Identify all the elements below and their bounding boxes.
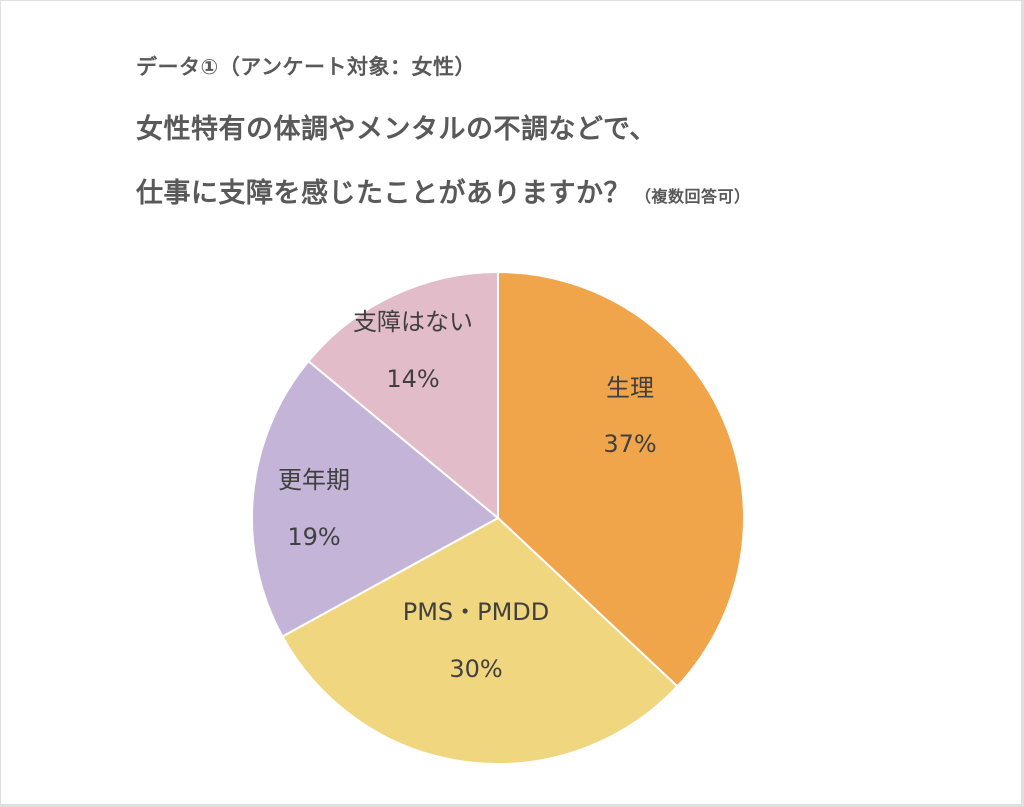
pie-slice-2 bbox=[251, 359, 500, 638]
chart-title-text: 仕事に支障を感じたことがありますか？ bbox=[136, 178, 631, 209]
slice-label-group-3: 支障はない 14% bbox=[353, 308, 473, 393]
slice-label-pct: 19% bbox=[287, 523, 340, 551]
chart-title-line-2: 仕事に支障を感じたことがありますか？ （複数回答可） bbox=[136, 171, 751, 210]
slice-label-pct: 30% bbox=[449, 655, 502, 683]
slice-label-pct: 14% bbox=[386, 365, 439, 393]
slice-label-name: 更年期 bbox=[278, 466, 350, 494]
slice-label-name: 生理 bbox=[606, 374, 654, 402]
pie-slice-3 bbox=[307, 270, 499, 521]
chart-title-note: （複数回答可） bbox=[635, 187, 751, 206]
slice-label-pct: 37% bbox=[603, 430, 656, 458]
slice-label-group-2: 更年期 19% bbox=[278, 466, 350, 551]
slice-label-name: PMS・PMDD bbox=[403, 598, 550, 626]
pie-slice-1 bbox=[281, 516, 679, 765]
chart-title-line-1: 女性特有の体調やメンタルの不調などで、 bbox=[136, 114, 657, 145]
chart-subtitle: データ①（アンケート対象：女性） bbox=[136, 55, 476, 79]
slice-label-group-1: PMS・PMDD 30% bbox=[403, 598, 550, 683]
pie-slice-0 bbox=[497, 270, 745, 688]
slice-label-name: 支障はない bbox=[353, 308, 473, 336]
pie-slices bbox=[251, 270, 745, 765]
slice-label-group-0: 生理 37% bbox=[603, 374, 656, 458]
